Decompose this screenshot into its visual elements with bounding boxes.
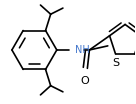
Text: S: S: [112, 58, 119, 68]
Text: O: O: [80, 76, 89, 86]
Text: NH: NH: [75, 45, 90, 55]
